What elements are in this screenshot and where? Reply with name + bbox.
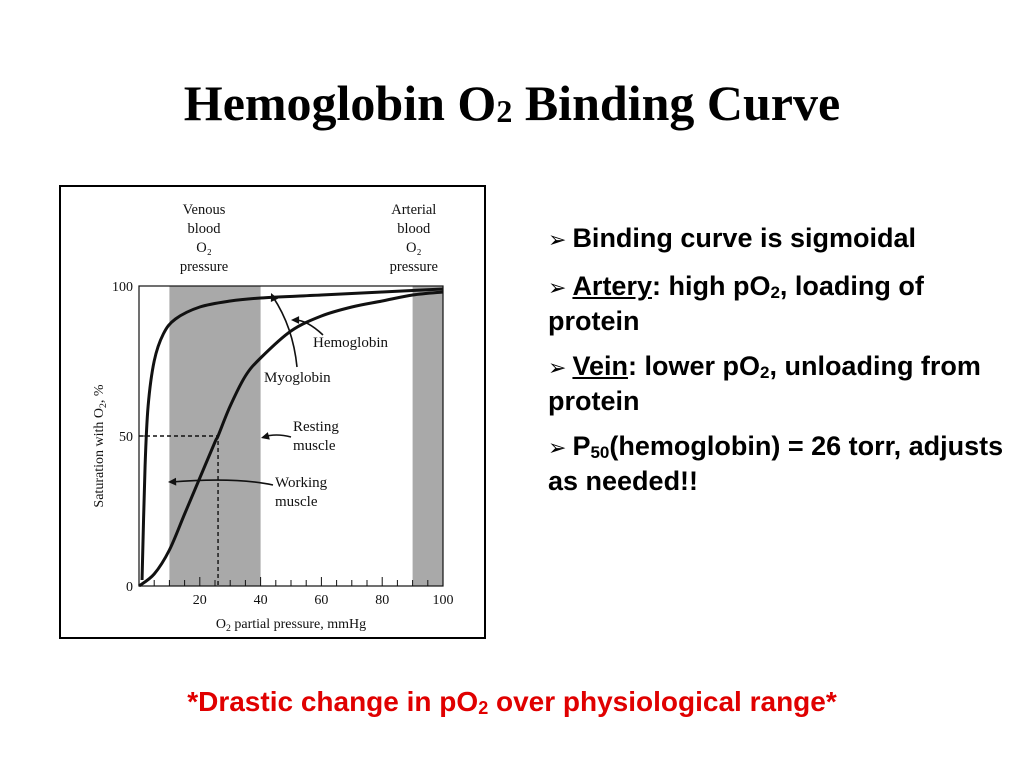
bullet-text: : high pO (651, 271, 771, 301)
arrowhead-bullet-icon: ➢ (548, 356, 567, 381)
title-subscript: 2 (496, 93, 513, 129)
venous-band-label: blood (187, 221, 221, 237)
myoglobin-curve (140, 287, 444, 581)
working-arrow (170, 479, 274, 486)
myoglobin-arrow (272, 296, 298, 368)
resting-annotation: Resting (293, 419, 339, 435)
hemoglobin-curve (138, 290, 444, 588)
venous-band-label: pressure (180, 259, 228, 275)
figure-frame: 20 40 60 80 100 0 50 100 O2 partial pressure, mm… (59, 185, 486, 639)
bullet-subscript: 50 (590, 443, 610, 462)
arterial-band-label: pressure (390, 259, 438, 275)
x-tick-label: 60 (314, 593, 328, 608)
y-tick-label: 0 (126, 580, 133, 595)
footnote-subscript: 2 (478, 698, 489, 718)
slide-title: Hemoglobin O2 Binding Curve (0, 72, 1024, 134)
bullet-text: : lower pO (627, 351, 760, 381)
bullet-subscript: 2 (770, 283, 780, 302)
x-axis-label-part: O (216, 617, 226, 632)
shaded-band-arterial (412, 286, 443, 586)
y-tick-label: 50 (119, 430, 133, 445)
resting-annotation: muscle (293, 438, 336, 454)
myoglobin-annotation: Myoglobin (264, 370, 331, 386)
bullet-item: ➢ P50(hemoglobin) = 26 torr, adjusts as n… (548, 430, 1008, 497)
hemoglobin-annotation: Hemoglobin (313, 335, 388, 351)
bullet-subscript: 2 (759, 363, 770, 382)
bullet-text: (hemoglobin) = 26 torr, adjusts as neede… (548, 431, 1004, 496)
bullet-item: ➢ Vein: lower pO2, unloading from protein (548, 350, 1008, 417)
resting-arrowhead (261, 432, 270, 440)
title-main: Hemoglobin O (183, 75, 497, 131)
bullet-text: P (572, 431, 591, 461)
bullet-list: ➢ Binding curve is sigmoidal ➢ Artery: high… (548, 222, 1008, 510)
working-arrowhead (168, 477, 177, 486)
bullet-underlined-term: Artery (572, 271, 652, 301)
myoglobin-arrowhead (270, 293, 278, 302)
footnote-before: *Drastic change in pO (187, 686, 479, 717)
x-tick-label: 40 (254, 593, 268, 608)
venous-band-label: O₂ (196, 240, 212, 256)
bullet-item: ➢ Artery: high pO2, loading of protein (548, 270, 1008, 337)
title-rest: Binding Curve (512, 75, 841, 131)
arrowhead-bullet-icon: ➢ (548, 228, 567, 253)
venous-band-label: Venous (183, 202, 226, 218)
x-tick-label: 20 (193, 593, 207, 608)
arrowhead-bullet-icon: ➢ (548, 276, 567, 301)
y-tick-label: 100 (112, 280, 133, 295)
arrowhead-bullet-icon: ➢ (548, 436, 567, 461)
x-axis-label-subscript: 2 (226, 623, 231, 634)
bullet-text: , unloading from protein (548, 351, 981, 416)
x-axis-label: O2 partial pressure, mmHg (216, 617, 366, 634)
y-axis-label: Saturation with O2, % (92, 384, 109, 507)
arterial-band-label: Arterial (391, 202, 436, 218)
hemoglobin-arrowhead (291, 316, 300, 324)
bullet-text: , loading of protein (548, 271, 924, 336)
y-axis-label-part: Saturation with O (92, 408, 107, 508)
footnote-after: over physiological range* (488, 686, 837, 717)
arterial-band-label: blood (397, 221, 431, 237)
bullet-underlined-term: Vein (572, 351, 628, 381)
bullet-item: ➢ Binding curve is sigmoidal (548, 222, 1008, 257)
footnote: *Drastic change in pO2 over physiologica… (0, 685, 1024, 719)
x-tick-label: 80 (375, 593, 389, 608)
x-axis-label-part: partial pressure, mmHg (231, 617, 366, 632)
bullet-text: Binding curve is sigmoidal (572, 223, 917, 253)
working-annotation: muscle (275, 494, 318, 510)
x-tick-label: 100 (433, 593, 454, 608)
y-axis-label-subscript: 2 (98, 403, 109, 408)
arterial-band-label: O₂ (406, 240, 422, 256)
working-annotation: Working (275, 475, 328, 491)
y-axis-label-part: , % (92, 384, 107, 403)
